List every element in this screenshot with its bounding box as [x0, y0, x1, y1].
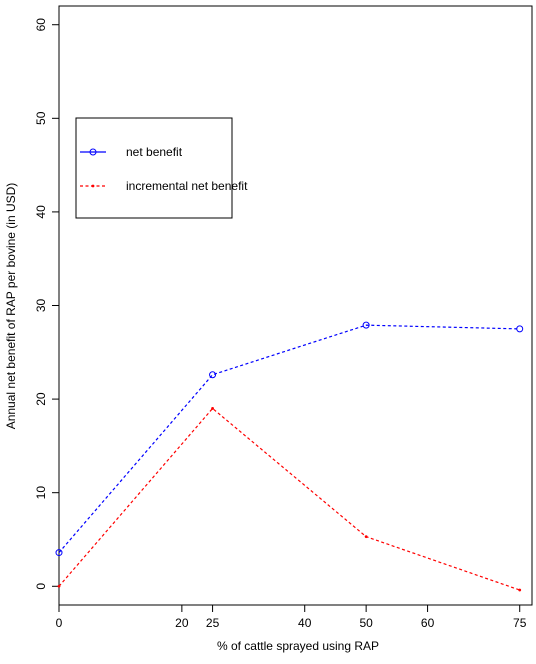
legend: net benefit incremental net benefit [75, 117, 248, 219]
y-tick-label: 20 [34, 392, 48, 406]
y-tick-label: 10 [34, 486, 48, 500]
y-axis-title: Annual net benefit of RAP per bovine (in… [4, 183, 18, 430]
x-tick-label: 20 [175, 616, 189, 630]
y-tick-label: 40 [34, 205, 48, 219]
axes: 0 20 25 40 50 60 75 0 10 20 30 40 50 60 [34, 5, 533, 630]
data-point [364, 535, 368, 539]
data-point [516, 325, 524, 333]
series-layer [55, 321, 524, 592]
legend-marker [91, 184, 95, 188]
series-1 [55, 321, 524, 557]
legend-symbol [80, 148, 106, 156]
x-tick-label: 75 [513, 616, 527, 630]
y-tick-label: 0 [34, 583, 48, 590]
x-tick-label: 0 [56, 616, 63, 630]
legend-box [75, 117, 233, 219]
legend-marker [89, 148, 97, 156]
y-tick-label: 60 [34, 18, 48, 32]
data-point [211, 407, 214, 410]
data-point [55, 549, 63, 557]
legend-label: incremental net benefit [126, 179, 248, 193]
data-point [57, 584, 61, 588]
x-tick-label: 25 [206, 616, 220, 630]
data-point [209, 371, 217, 379]
x-tick-label: 60 [421, 616, 435, 630]
legend-symbol [80, 184, 106, 188]
x-tick-label: 50 [359, 616, 373, 630]
legend-label: net benefit [126, 145, 183, 159]
data-point [362, 321, 370, 329]
y-tick-label: 50 [34, 111, 48, 125]
series-line [58, 324, 520, 553]
x-axis-title: % of cattle sprayed using RAP [217, 639, 379, 653]
series-2 [57, 407, 522, 592]
y-tick-label: 30 [34, 299, 48, 313]
series-line [58, 407, 520, 591]
data-point [518, 588, 522, 592]
x-tick-label: 40 [298, 616, 312, 630]
